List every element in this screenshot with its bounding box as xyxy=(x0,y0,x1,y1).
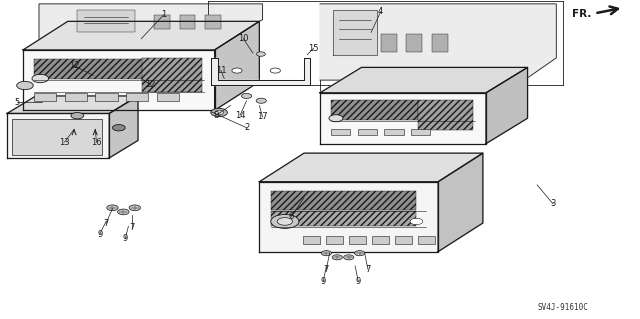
Polygon shape xyxy=(320,93,486,144)
Text: 11: 11 xyxy=(216,66,227,75)
Text: 5: 5 xyxy=(14,98,19,107)
Circle shape xyxy=(410,218,423,225)
Circle shape xyxy=(257,52,266,56)
Circle shape xyxy=(118,209,129,215)
Bar xyxy=(95,93,118,101)
Bar xyxy=(205,15,221,29)
Text: 1: 1 xyxy=(161,11,166,19)
Bar xyxy=(331,129,350,136)
Text: 4: 4 xyxy=(378,7,383,16)
Text: 17: 17 xyxy=(257,112,268,121)
Text: 12: 12 xyxy=(69,61,79,70)
Text: 13: 13 xyxy=(60,137,70,146)
Circle shape xyxy=(270,68,280,73)
Bar xyxy=(358,129,377,136)
Text: 10: 10 xyxy=(238,34,248,43)
Bar xyxy=(65,93,87,101)
Bar xyxy=(349,236,366,244)
Text: 12: 12 xyxy=(145,80,156,89)
Polygon shape xyxy=(23,21,259,50)
Bar xyxy=(34,59,143,79)
Bar xyxy=(179,15,195,29)
Circle shape xyxy=(241,93,252,99)
Bar xyxy=(126,93,148,101)
Polygon shape xyxy=(333,10,378,55)
Bar xyxy=(381,34,397,51)
Polygon shape xyxy=(7,114,109,158)
Text: 7: 7 xyxy=(365,264,371,274)
Text: 16: 16 xyxy=(91,137,102,146)
Polygon shape xyxy=(320,4,556,80)
Bar xyxy=(141,58,202,92)
Bar xyxy=(385,129,404,136)
Text: 3: 3 xyxy=(550,199,556,208)
Circle shape xyxy=(232,68,242,73)
Text: 15: 15 xyxy=(308,44,319,53)
Text: 2: 2 xyxy=(244,123,249,132)
Circle shape xyxy=(321,251,332,256)
Polygon shape xyxy=(259,182,438,252)
Circle shape xyxy=(71,113,84,119)
Bar xyxy=(372,236,389,244)
Circle shape xyxy=(332,255,342,260)
Polygon shape xyxy=(211,58,310,85)
Text: FR.: FR. xyxy=(572,9,591,19)
Circle shape xyxy=(17,81,33,90)
Text: 6: 6 xyxy=(289,212,294,221)
Bar xyxy=(154,15,170,29)
Bar xyxy=(303,236,320,244)
Circle shape xyxy=(271,214,299,228)
Polygon shape xyxy=(109,96,138,158)
Bar xyxy=(271,211,416,226)
Text: 8: 8 xyxy=(214,111,220,120)
Text: 9: 9 xyxy=(97,230,102,239)
Polygon shape xyxy=(214,21,259,110)
Circle shape xyxy=(211,108,227,117)
Circle shape xyxy=(129,205,141,211)
Bar xyxy=(419,236,435,244)
Text: SV4J-91610C: SV4J-91610C xyxy=(537,303,588,312)
Polygon shape xyxy=(23,50,214,110)
Circle shape xyxy=(329,115,343,122)
Circle shape xyxy=(355,251,365,256)
Circle shape xyxy=(113,124,125,131)
Circle shape xyxy=(277,218,292,225)
Bar xyxy=(412,129,431,136)
Text: 9: 9 xyxy=(123,234,128,243)
Bar xyxy=(34,93,56,101)
Bar xyxy=(77,10,135,33)
Polygon shape xyxy=(39,4,262,42)
Polygon shape xyxy=(486,67,527,144)
Bar xyxy=(12,119,102,155)
Polygon shape xyxy=(7,96,138,114)
Bar xyxy=(396,236,412,244)
Bar xyxy=(326,236,343,244)
Bar xyxy=(157,93,179,101)
Text: 9: 9 xyxy=(356,277,361,286)
Bar xyxy=(432,34,448,51)
Text: 14: 14 xyxy=(235,111,245,120)
Polygon shape xyxy=(259,153,483,182)
Circle shape xyxy=(32,74,49,83)
Circle shape xyxy=(344,255,354,260)
Circle shape xyxy=(107,205,118,211)
Bar xyxy=(332,100,418,120)
Bar xyxy=(271,190,416,210)
Circle shape xyxy=(214,110,223,115)
Text: 7: 7 xyxy=(104,219,109,227)
Polygon shape xyxy=(320,67,527,93)
Text: 9: 9 xyxy=(321,277,326,286)
Bar xyxy=(406,34,422,51)
Text: 7: 7 xyxy=(324,264,329,274)
Bar xyxy=(418,100,473,130)
Polygon shape xyxy=(438,153,483,252)
Circle shape xyxy=(256,98,266,103)
Text: 7: 7 xyxy=(129,223,134,232)
